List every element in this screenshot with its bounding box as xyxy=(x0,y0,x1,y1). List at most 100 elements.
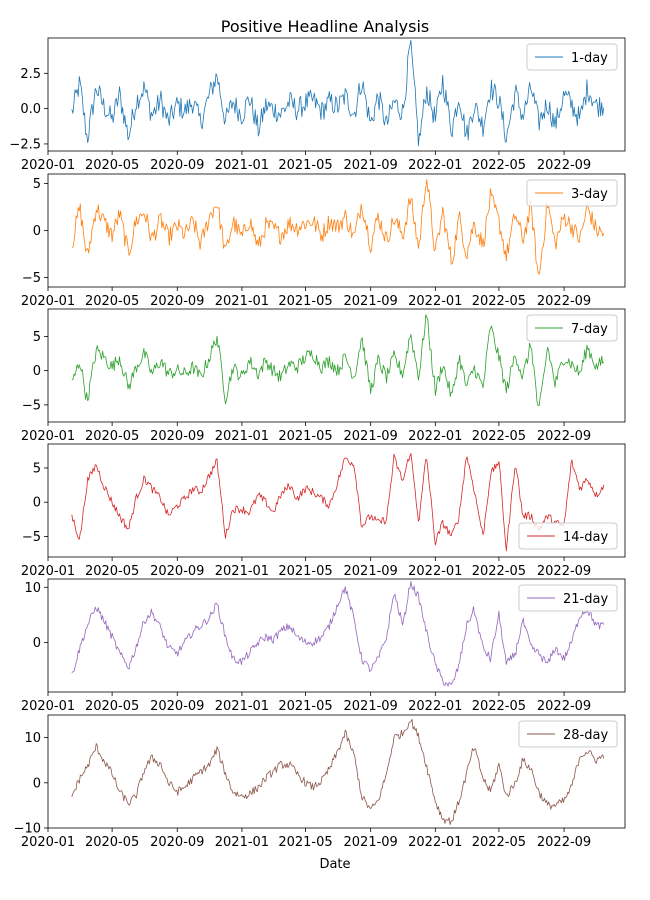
x-tick-label: 2020-09 xyxy=(150,699,204,714)
x-tick-label: 2021-01 xyxy=(215,294,269,309)
x-tick-label: 2020-09 xyxy=(150,564,204,579)
x-tick-label: 2020-01 xyxy=(21,835,75,850)
x-tick-label: 2021-01 xyxy=(215,835,269,850)
x-tick-label: 2020-01 xyxy=(21,429,75,444)
x-tick-label: 2021-01 xyxy=(215,564,269,579)
x-tick-label: 2022-01 xyxy=(408,699,462,714)
x-tick-label: 2020-05 xyxy=(85,294,139,309)
x-tick-label: 2020-09 xyxy=(150,835,204,850)
legend-label: 1-day xyxy=(571,51,608,66)
x-tick-label: 2022-05 xyxy=(472,564,526,579)
legend-label: 14-day xyxy=(563,530,608,545)
y-tick-label: 10 xyxy=(24,731,41,746)
legend-box xyxy=(526,179,618,207)
y-tick-label: 0 xyxy=(33,776,41,791)
x-tick-label: 2020-09 xyxy=(150,158,204,173)
legend-box xyxy=(518,584,618,612)
legend-box xyxy=(518,720,618,748)
x-tick-label: 2022-09 xyxy=(537,158,591,173)
x-tick-label: 2020-05 xyxy=(85,429,139,444)
y-tick-label: 10 xyxy=(24,581,41,596)
x-tick-label: 2021-05 xyxy=(278,699,332,714)
axes-frame xyxy=(47,714,626,829)
x-tick-label: 2021-05 xyxy=(278,158,332,173)
x-tick-label: 2020-05 xyxy=(85,158,139,173)
x-tick-label: 2022-09 xyxy=(537,294,591,309)
axes-frame xyxy=(47,578,626,693)
legend: 14-day xyxy=(518,522,618,550)
y-tick-label: 0 xyxy=(33,224,41,239)
x-tick-label: 2021-09 xyxy=(344,699,398,714)
y-tick-label: 0 xyxy=(33,636,41,651)
series-line-3-day xyxy=(71,179,605,275)
legend: 7-day xyxy=(526,314,618,342)
x-tick-label: 2020-05 xyxy=(85,835,139,850)
legend-label: 21-day xyxy=(563,592,608,607)
axes-frame xyxy=(47,443,626,558)
y-tick-label: −2.5 xyxy=(9,137,41,152)
legend-label: 3-day xyxy=(571,187,608,202)
legend-box xyxy=(526,314,618,342)
x-tick-label: 2022-01 xyxy=(408,835,462,850)
y-tick-label: −10 xyxy=(14,822,41,837)
legend-box xyxy=(518,522,618,550)
legend-box xyxy=(526,43,618,71)
subplot-14-day: −5 0 5 2020-01 2020-05 2020-09 2021-01 2021-05 2… xyxy=(21,443,626,579)
x-tick-label: 2022-01 xyxy=(408,564,462,579)
x-tick-label: 2022-09 xyxy=(537,699,591,714)
y-tick-label: 0.0 xyxy=(20,102,41,117)
x-tick-label: 2020-01 xyxy=(21,564,75,579)
series-line-14-day xyxy=(71,453,605,552)
x-tick-label: 2021-09 xyxy=(344,158,398,173)
x-tick-label: 2021-05 xyxy=(278,835,332,850)
x-tick-label: 2022-05 xyxy=(472,835,526,850)
axes-frame xyxy=(47,308,626,423)
legend: 3-day xyxy=(526,179,618,207)
x-tick-label: 2022-09 xyxy=(537,564,591,579)
subplot-7-day: −5 0 5 2020-01 2020-05 2020-09 2021-01 2021-05 2… xyxy=(21,308,626,444)
y-tick-label: 5 xyxy=(33,177,41,192)
subplot-1-day: −2.5 0.0 2.5 2020-01 2020-05 2020-09 2021-01 20… xyxy=(9,37,626,173)
y-tick-label: −5 xyxy=(22,530,41,545)
subplot-21-day: 0 10 2020-01 2020-05 2020-09 2021-01 2021-05 20… xyxy=(21,578,626,714)
x-tick-label: 2022-01 xyxy=(408,158,462,173)
x-tick-label: 2021-09 xyxy=(344,294,398,309)
x-tick-label: 2020-05 xyxy=(85,699,139,714)
axes-frame xyxy=(47,37,626,152)
x-tick-label: 2021-01 xyxy=(215,699,269,714)
y-tick-label: −5 xyxy=(22,398,41,413)
x-tick-label: 2020-01 xyxy=(21,699,75,714)
chart-title: Positive Headline Analysis xyxy=(221,17,429,36)
x-tick-label: 2022-01 xyxy=(408,294,462,309)
legend: 28-day xyxy=(518,720,618,748)
x-tick-label: 2021-05 xyxy=(278,429,332,444)
subplots: −2.5 0.0 2.5 2020-01 2020-05 2020-09 2021-01 20… xyxy=(9,37,626,850)
y-tick-label: 0 xyxy=(33,364,41,379)
x-tick-label: 2022-05 xyxy=(472,699,526,714)
legend: 1-day xyxy=(526,43,618,71)
y-tick-label: −5 xyxy=(22,271,41,286)
x-tick-label: 2021-01 xyxy=(215,158,269,173)
legend-label: 7-day xyxy=(571,322,608,337)
x-tick-label: 2020-01 xyxy=(21,294,75,309)
y-tick-label: 5 xyxy=(33,330,41,345)
y-tick-label: 2.5 xyxy=(20,67,41,82)
x-tick-label: 2021-05 xyxy=(278,564,332,579)
legend: 21-day xyxy=(518,584,618,612)
x-tick-label: 2022-05 xyxy=(472,158,526,173)
x-tick-label: 2022-09 xyxy=(537,429,591,444)
x-tick-label: 2021-01 xyxy=(215,429,269,444)
x-tick-label: 2020-01 xyxy=(21,158,75,173)
x-tick-label: 2020-05 xyxy=(85,564,139,579)
series-line-7-day xyxy=(71,314,605,406)
x-tick-label: 2021-09 xyxy=(344,564,398,579)
x-tick-label: 2022-01 xyxy=(408,429,462,444)
subplot-28-day: −10 0 10 2020-01 2020-05 2020-09 2021-01 2021-0… xyxy=(14,714,626,850)
series-line-21-day xyxy=(71,580,605,687)
x-tick-label: 2022-09 xyxy=(537,835,591,850)
x-axis-label: Date xyxy=(319,857,350,872)
y-tick-label: 5 xyxy=(33,461,41,476)
series-line-1-day xyxy=(71,39,605,147)
x-tick-label: 2021-09 xyxy=(344,429,398,444)
